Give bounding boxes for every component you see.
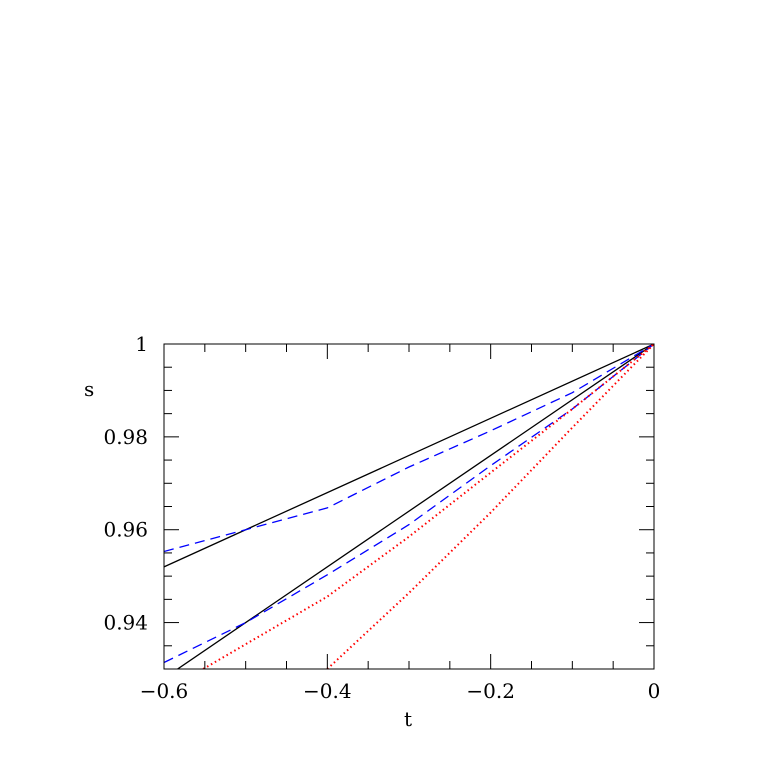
series-line-4-dashed [164, 344, 654, 664]
x-axis-label: t [404, 707, 412, 731]
series-line-5-dotted [202, 344, 654, 669]
x-tick-label: −0.2 [466, 679, 515, 703]
y-tick-label: 0.98 [103, 425, 148, 449]
x-tick-label: −0.6 [140, 679, 189, 703]
series-line-2-solid [176, 344, 654, 669]
plot-frame [163, 343, 655, 670]
y-tick-label: 0.96 [103, 518, 148, 542]
x-tick-label: 0 [648, 679, 661, 703]
x-tick-label: −0.4 [303, 679, 352, 703]
y-axis-label: s [84, 377, 94, 401]
series-line-3-dashed [164, 344, 654, 553]
y-tick-label: 1 [135, 332, 148, 356]
series-line-1-solid [164, 344, 654, 568]
y-tick-label: 0.94 [103, 611, 148, 635]
series-line-6-dotted [326, 344, 654, 669]
